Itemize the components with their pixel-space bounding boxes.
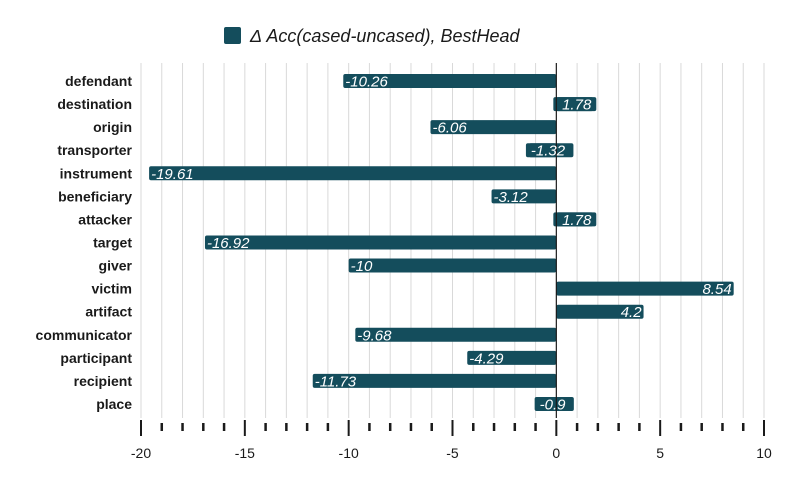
category-label: beneficiary bbox=[58, 188, 132, 204]
bar bbox=[467, 350, 557, 365]
x-axis: -20 -15 -10 -5 0 5 10 bbox=[131, 420, 772, 461]
tick-label: -20 bbox=[131, 445, 151, 461]
category-label: giver bbox=[99, 258, 133, 274]
bar bbox=[348, 258, 557, 273]
bars bbox=[149, 74, 734, 411]
data-label: -0.9 bbox=[540, 396, 567, 413]
bar bbox=[204, 235, 557, 250]
data-label: -19.61 bbox=[151, 166, 194, 183]
data-label-box bbox=[553, 97, 597, 112]
tick-label: -5 bbox=[446, 445, 459, 461]
tick-label: 0 bbox=[552, 445, 560, 461]
data-label: -6.06 bbox=[432, 120, 467, 137]
data-label: -4.29 bbox=[469, 350, 504, 367]
data-label: -16.92 bbox=[207, 235, 250, 252]
category-label: communicator bbox=[36, 327, 133, 343]
category-label: destination bbox=[57, 96, 132, 112]
category-label: target bbox=[93, 234, 132, 250]
data-label-box bbox=[525, 143, 574, 158]
bar bbox=[556, 304, 644, 319]
category-label: participant bbox=[60, 350, 132, 366]
category-label: place bbox=[96, 396, 132, 412]
category-label: artifact bbox=[85, 304, 132, 320]
data-label-box bbox=[534, 396, 574, 411]
category-labels: defendant destination origin transporter ins… bbox=[36, 73, 133, 412]
bar bbox=[556, 281, 734, 296]
tick-label: -10 bbox=[339, 445, 359, 461]
bar bbox=[343, 74, 557, 88]
legend: Δ Acc(cased-uncased), BestHead bbox=[224, 26, 521, 46]
data-label-box bbox=[553, 212, 597, 227]
category-label: defendant bbox=[65, 73, 132, 89]
category-label: attacker bbox=[78, 211, 132, 227]
data-label: -10.26 bbox=[345, 74, 388, 91]
category-label: origin bbox=[93, 119, 132, 135]
data-label: -3.12 bbox=[494, 189, 529, 206]
category-label: instrument bbox=[60, 165, 133, 181]
data-label: -11.73 bbox=[315, 373, 357, 390]
tick-label: 10 bbox=[756, 445, 772, 461]
category-label: transporter bbox=[57, 142, 132, 158]
tick-label: -15 bbox=[235, 445, 255, 461]
data-label: 1.78 bbox=[562, 97, 592, 114]
data-labels: -10.26 1.78 -6.06 -1.32 -19.61 -3.12 1.78 -16.9… bbox=[151, 74, 732, 414]
data-label: 8.54 bbox=[702, 281, 731, 298]
bar bbox=[355, 327, 557, 342]
data-label: -9.68 bbox=[357, 327, 392, 344]
bar bbox=[149, 166, 557, 181]
legend-label: Δ Acc(cased-uncased), BestHead bbox=[249, 26, 521, 46]
bar bbox=[430, 120, 557, 135]
bar bbox=[491, 189, 557, 204]
data-label: 4.2 bbox=[621, 304, 643, 321]
tick-label: 5 bbox=[656, 445, 664, 461]
category-label: recipient bbox=[74, 373, 133, 389]
data-label: 1.78 bbox=[562, 212, 592, 229]
bar bbox=[312, 373, 557, 388]
category-label: victim bbox=[92, 281, 132, 297]
data-label: -1.32 bbox=[531, 143, 566, 160]
legend-swatch bbox=[224, 27, 241, 44]
data-label: -10 bbox=[351, 258, 373, 275]
